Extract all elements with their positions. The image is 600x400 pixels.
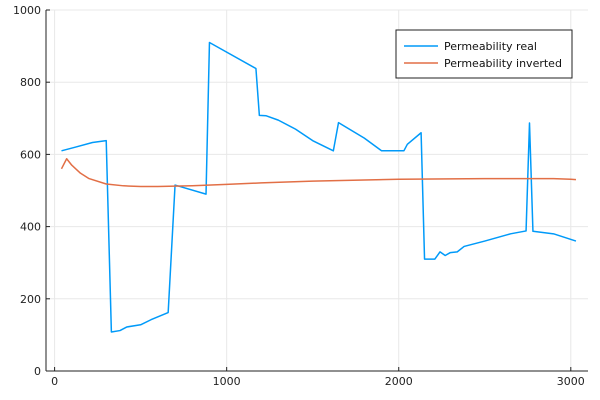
x-tick-label: 0 [51,375,58,388]
series-line-permeability-real [61,41,577,333]
legend: Permeability real Permeability inverted [395,29,573,79]
y-tick-label: 1000 [13,4,41,17]
legend-label-permeability-inverted: Permeability inverted [444,57,562,70]
series-lines [60,41,577,333]
x-tick-label: 1000 [213,375,241,388]
x-tick-label: 2000 [385,375,413,388]
tick-labels: 0 1000 2000 3000 0 200 400 600 800 1000 [13,4,585,388]
y-tick-label: 0 [34,365,41,378]
y-tick-label: 200 [20,293,41,306]
legend-box [395,29,573,79]
x-tick-label: 3000 [557,375,585,388]
y-tick-label: 400 [20,221,41,234]
y-tick-label: 600 [20,148,41,161]
series-line-permeability-inverted [60,157,577,188]
legend-label-permeability-real: Permeability real [444,40,537,53]
axes [45,10,588,372]
y-tick-label: 800 [20,76,41,89]
